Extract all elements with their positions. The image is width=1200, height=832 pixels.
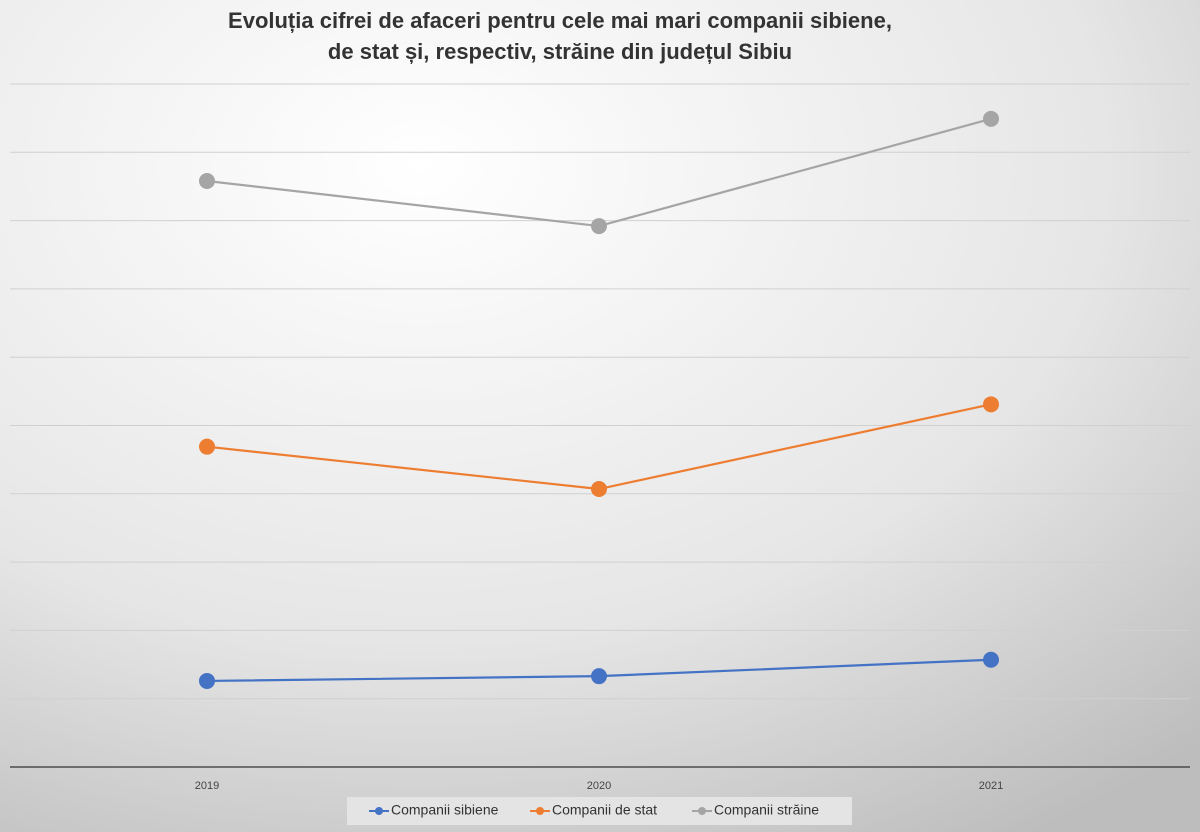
point: [591, 218, 607, 235]
legend-marker: [536, 807, 544, 815]
legend-marker: [375, 807, 383, 815]
legend-label: Companii sibiene: [391, 802, 499, 818]
x-tick-label: 2019: [195, 780, 219, 792]
chart-title: de stat și, respectiv, străine din județ…: [328, 39, 792, 64]
point: [983, 110, 999, 127]
x-tick-label: 2020: [587, 780, 611, 792]
point: [591, 481, 607, 498]
x-tick-label: 2021: [979, 780, 1003, 792]
chart-title: Evoluția cifrei de afaceri pentru cele m…: [228, 8, 892, 33]
legend-label: Companii străine: [714, 802, 819, 818]
point: [199, 438, 215, 455]
legend-marker: [698, 807, 706, 815]
point: [983, 651, 999, 668]
legend: [347, 797, 852, 825]
point: [199, 672, 215, 689]
point: [983, 396, 999, 413]
point: [591, 668, 607, 685]
legend-label: Companii de stat: [552, 802, 657, 818]
point: [199, 172, 215, 189]
